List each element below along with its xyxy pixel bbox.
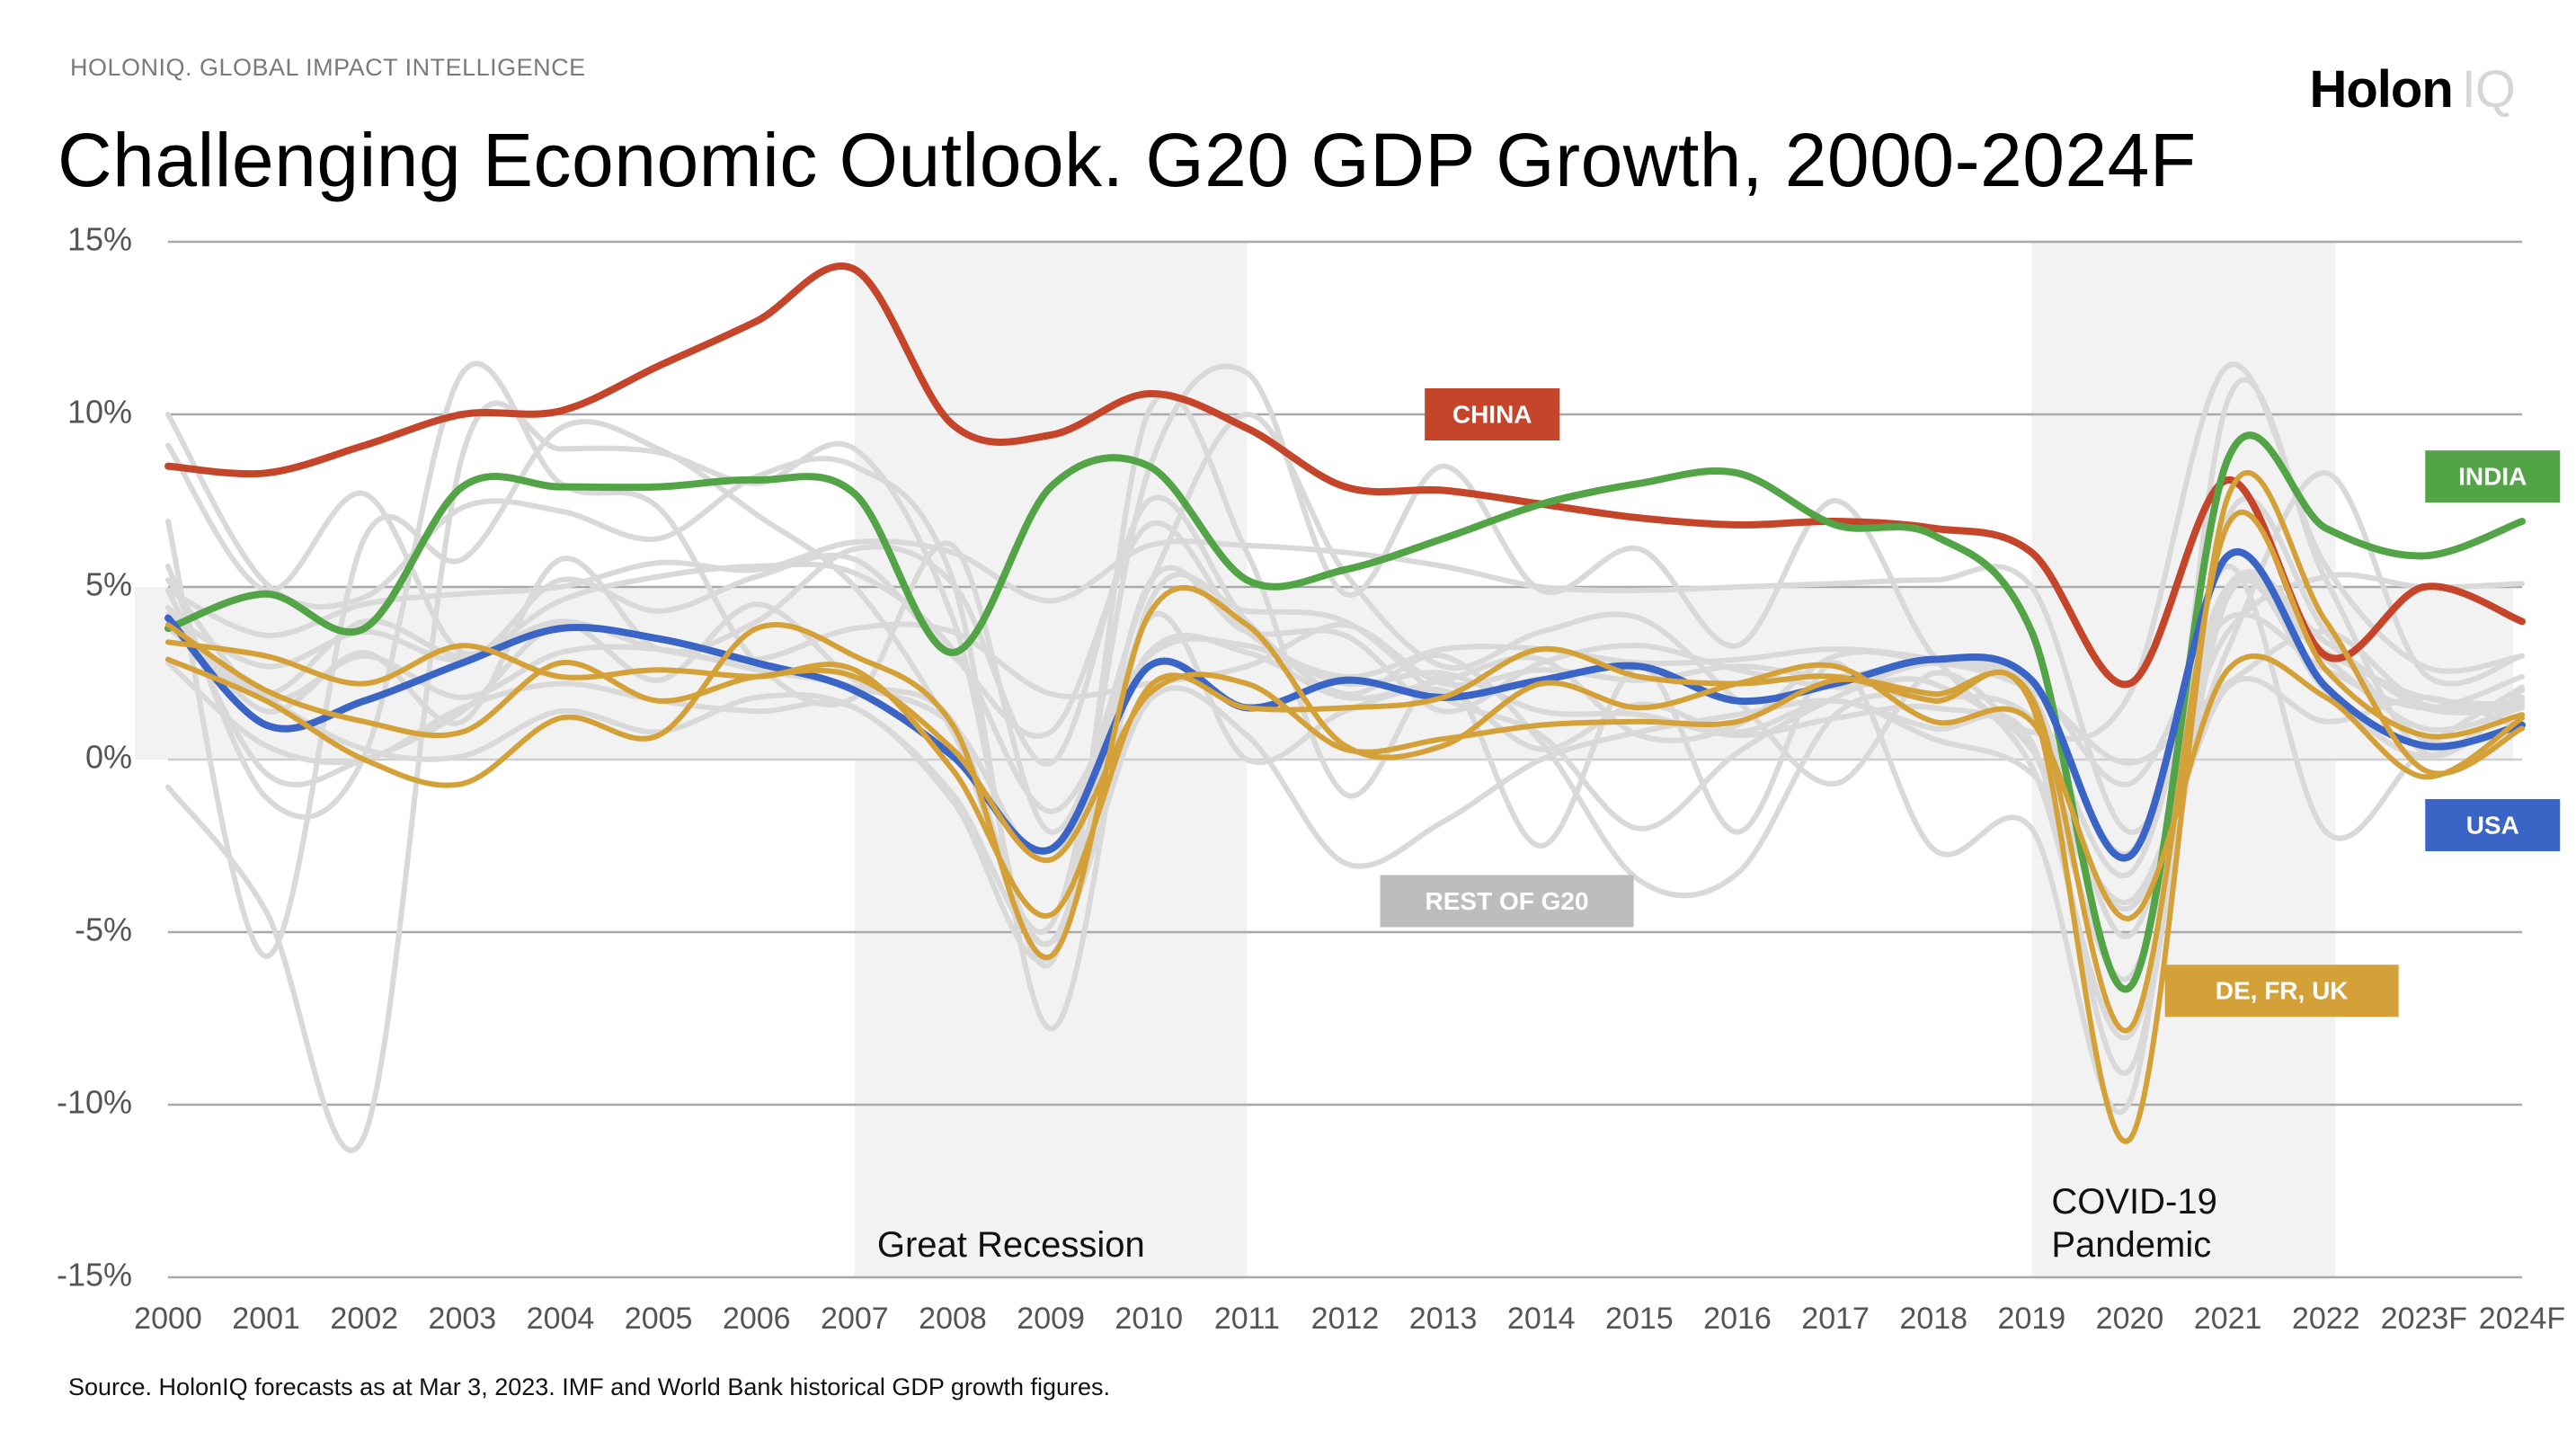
series-line-rest-of-g20-italy [165, 495, 2525, 1076]
series-line-rest-of-g20-saudi-arabia [165, 360, 2525, 905]
x-tick-label: 2004 [527, 1302, 595, 1336]
x-tick-label: 2015 [1605, 1302, 1674, 1336]
annotation-covid-line: COVID-19 [2051, 1182, 2217, 1222]
x-tick-label: 2005 [625, 1302, 693, 1336]
series-line-fr [165, 510, 2525, 1034]
y-tick-label: -5% [75, 911, 132, 948]
logo-iq-text: IQ [2461, 60, 2516, 119]
header-kicker: HOLONIQ. GLOBAL IMPACT INTELLIGENCE [70, 54, 586, 81]
x-tick-label: 2017 [1801, 1302, 1870, 1336]
series-line-rest-of-g20-brazil [165, 494, 2525, 899]
annotation-great-recession: Great Recession [877, 1225, 1145, 1265]
logo-holon-text: Holon [2309, 60, 2453, 119]
x-tick-label: 2008 [919, 1302, 987, 1336]
label-text: DE, FR, UK [2216, 977, 2349, 1005]
series-line-de [165, 584, 2525, 961]
x-tick-label: 2006 [723, 1302, 791, 1336]
x-tick-label: 2011 [1214, 1302, 1280, 1336]
annotation-covid-line: Pandemic [2051, 1225, 2211, 1265]
y-tick-label: 0% [85, 739, 132, 776]
y-tick-label: -15% [57, 1257, 132, 1293]
source-note: Source. HolonIQ forecasts as at Mar 3, 2… [68, 1373, 1111, 1400]
label-text: REST OF G20 [1426, 887, 1589, 915]
x-tick-label: 2013 [1409, 1302, 1478, 1336]
x-tick-label: 2012 [1311, 1302, 1380, 1336]
x-axis-ticks: 2000 2001 2002 2003 2004 2005 2006 2007 2008 2009… [134, 1302, 2565, 1336]
label-box [1425, 388, 1560, 440]
x-tick-label: 2001 [232, 1302, 300, 1336]
series-label-usa: USA [2425, 798, 2561, 851]
x-tick-label: 2000 [134, 1302, 202, 1336]
x-tick-label: 2020 [2096, 1302, 2164, 1336]
x-tick-label: 2023F [2381, 1302, 2467, 1336]
x-tick-label: 2014 [1507, 1302, 1576, 1336]
y-tick-label: 10% [67, 394, 132, 431]
y-axis-ticks: 15% 10% 5% 0% -5% -10% -15% [57, 221, 132, 1293]
label-text: INDIA [2458, 463, 2527, 491]
series-label-china: CHINA [1425, 388, 1560, 440]
x-tick-label: 2003 [429, 1302, 497, 1336]
label-box [2425, 798, 2561, 851]
series-line-rest-of-g20-australia [165, 618, 2525, 766]
series-line-rest-of-g20-korea [165, 442, 2525, 787]
x-tick-label: 2010 [1115, 1302, 1183, 1336]
holoniq-logo: Holon IQ [2309, 59, 2516, 120]
series-line-rest-of-g20-japan [165, 610, 2525, 964]
series-line-india [164, 431, 2526, 993]
x-tick-label: 2016 [1703, 1302, 1772, 1336]
series-labels: CHINA INDIA USA DE, FR, UK REST OF G20 [1380, 388, 2561, 1018]
label-text: CHINA [1452, 400, 1532, 428]
series-label-india: INDIA [2425, 450, 2561, 503]
y-tick-label: 15% [67, 221, 132, 258]
label-box [1380, 875, 1634, 928]
label-box [2164, 964, 2399, 1018]
highlighted-country-lines [164, 262, 2526, 1144]
label-box [2425, 450, 2561, 503]
series-label-de-fr-uk: DE, FR, UK [2164, 964, 2399, 1018]
series-line-china [164, 262, 2526, 689]
label-text: USA [2466, 811, 2519, 839]
x-tick-label: 2018 [1899, 1302, 1968, 1336]
x-tick-label: 2007 [821, 1302, 889, 1336]
x-tick-label: 2002 [330, 1302, 398, 1336]
series-label-rest-of-g20: REST OF G20 [1380, 875, 1634, 928]
x-tick-label: 2022 [2292, 1302, 2360, 1336]
page-title: Challenging Economic Outlook. G20 GDP Gr… [58, 118, 2197, 202]
series-line-uk [165, 469, 2525, 1144]
y-tick-label: 5% [85, 566, 132, 603]
series-line-usa [164, 548, 2526, 862]
x-tick-label: 2009 [1017, 1302, 1085, 1336]
y-tick-label: -10% [57, 1084, 132, 1121]
x-tick-label: 2019 [1998, 1302, 2066, 1336]
x-tick-label: 2021 [2194, 1302, 2262, 1336]
x-tick-label: 2024F [2479, 1302, 2565, 1336]
